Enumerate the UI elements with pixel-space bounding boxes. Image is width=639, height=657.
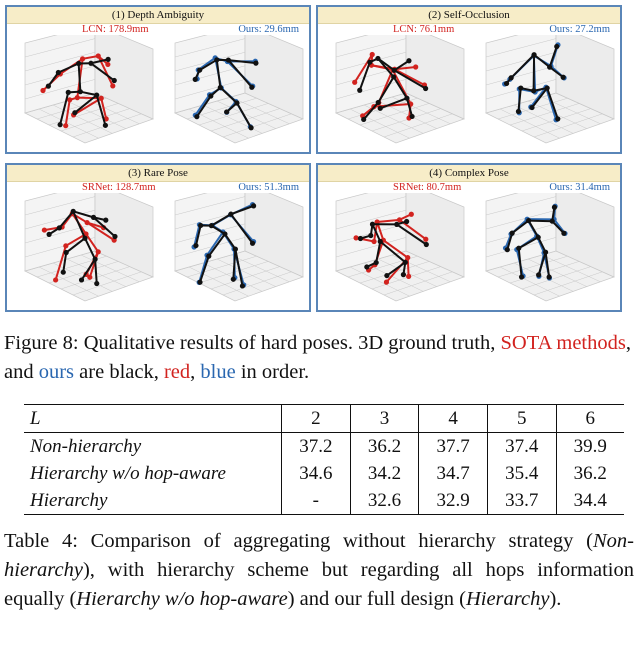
pose-plots xyxy=(318,35,620,152)
table-cell: 37.4 xyxy=(487,433,556,461)
table-cell: 35.4 xyxy=(487,460,556,487)
caption-blue-text: blue xyxy=(200,361,235,383)
figure-panel-complex-pose: (4) Complex Pose SRNet: 80.7mm Ours: 31.… xyxy=(316,163,622,312)
table-row: Non-hierarchy 37.2 36.2 37.7 37.4 39.9 xyxy=(24,433,624,461)
caption-sota-text: SOTA methods xyxy=(500,332,625,354)
figure-panel-depth-ambiguity: (1) Depth Ambiguity LCN: 178.9mm Ours: 2… xyxy=(5,5,311,154)
header-cell: 4 xyxy=(419,405,488,433)
caption-text: ). xyxy=(549,588,561,610)
row-label: Hierarchy xyxy=(24,487,282,515)
pose-plots xyxy=(318,193,620,310)
ours-error-label: Ours: 29.6mm xyxy=(238,24,299,35)
figure-panel-self-occlusion: (2) Self-Occlusion LCN: 76.1mm Ours: 27.… xyxy=(316,5,622,154)
table-cell: 36.2 xyxy=(556,460,624,487)
caption-text: ) and our full design ( xyxy=(288,588,466,610)
pose-plots xyxy=(7,193,309,310)
table-header-row: L 2 3 4 5 6 xyxy=(24,405,624,433)
table-cell-best: 32.9 xyxy=(419,487,488,515)
sota-error-label: LCN: 178.9mm xyxy=(82,24,149,35)
figure-panel-rare-pose: (3) Rare Pose SRNet: 128.7mm Ours: 51.3m… xyxy=(5,163,311,312)
table-cell-best: 32.6 xyxy=(350,487,419,515)
table-cell: 34.6 xyxy=(282,460,351,487)
sota-error-label: SRNet: 128.7mm xyxy=(82,182,156,193)
table-cell: - xyxy=(282,487,351,515)
header-cell: 5 xyxy=(487,405,556,433)
header-cell: 2 xyxy=(282,405,351,433)
caption-text: in order. xyxy=(236,361,309,383)
results-table: L 2 3 4 5 6 Non-hierarchy 37.2 36.2 37.7… xyxy=(24,404,624,515)
caption-text: , xyxy=(190,361,200,383)
table-cell-best: 33.7 xyxy=(487,487,556,515)
sota-error-label: SRNet: 80.7mm xyxy=(393,182,461,193)
caption-text: are black, xyxy=(74,361,164,383)
panel-title: (3) Rare Pose xyxy=(7,165,309,182)
figure-caption: Figure 8: Qualitative results of hard po… xyxy=(4,329,634,387)
table-cell-best: 34.4 xyxy=(556,487,624,515)
table-caption: Table 4: Comparison of aggregating witho… xyxy=(4,527,634,614)
table-cell: 34.7 xyxy=(419,460,488,487)
table-cell: 36.2 xyxy=(350,433,419,461)
table-cell: 37.2 xyxy=(282,433,351,461)
table-row: Hierarchy w/o hop-aware 34.6 34.2 34.7 3… xyxy=(24,460,624,487)
pose-plots xyxy=(7,35,309,152)
panel-title: (1) Depth Ambiguity xyxy=(7,7,309,24)
ours-error-label: Ours: 51.3mm xyxy=(238,182,299,193)
caption-italic: Hierarchy w/o hop-aware xyxy=(76,588,287,610)
caption-italic: Hierarchy xyxy=(466,588,550,610)
ours-error-label: Ours: 31.4mm xyxy=(549,182,610,193)
row-label: Hierarchy w/o hop-aware xyxy=(24,460,282,487)
table-cell: 34.2 xyxy=(350,460,419,487)
header-cell: 6 xyxy=(556,405,624,433)
table-cell: 37.7 xyxy=(419,433,488,461)
caption-red-text: red xyxy=(164,361,190,383)
caption-ours-text: ours xyxy=(39,361,74,383)
panel-title: (4) Complex Pose xyxy=(318,165,620,182)
table-cell: 39.9 xyxy=(556,433,624,461)
row-label: Non-hierarchy xyxy=(24,433,282,461)
sota-error-label: LCN: 76.1mm xyxy=(393,24,454,35)
caption-text: Figure 8: Qualitative results of hard po… xyxy=(4,332,500,354)
table-row: Hierarchy - 32.6 32.9 33.7 34.4 xyxy=(24,487,624,515)
header-cell: 3 xyxy=(350,405,419,433)
header-label: L xyxy=(24,405,282,433)
ours-error-label: Ours: 27.2mm xyxy=(549,24,610,35)
panel-title: (2) Self-Occlusion xyxy=(318,7,620,24)
caption-text: Table 4: Comparison of aggregating witho… xyxy=(4,530,593,552)
